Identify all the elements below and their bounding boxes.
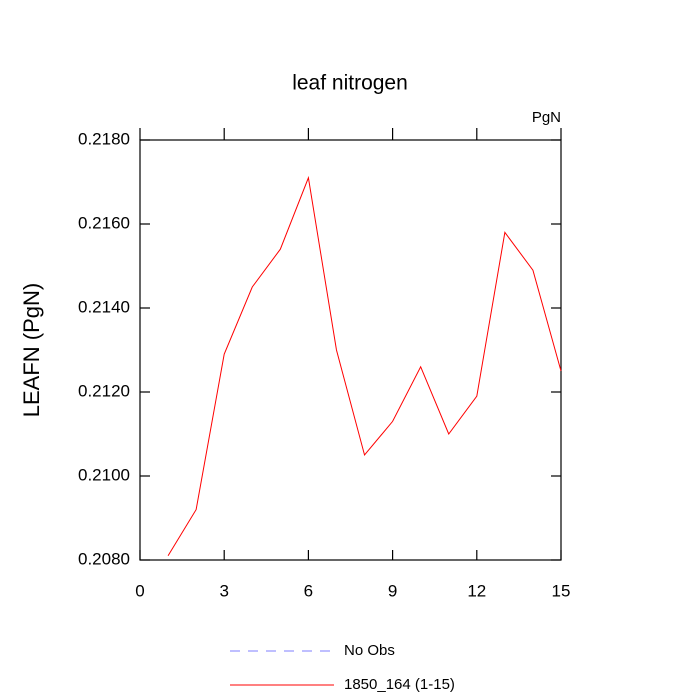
plot-frame — [139, 139, 562, 561]
y-axis-label: LEAFN (PgN) — [19, 283, 44, 417]
chart-title: leaf nitrogen — [292, 72, 408, 95]
series-line — [167, 175, 562, 557]
y-tick-label: 0.2180 — [78, 129, 130, 148]
y-tick-label: 0.2100 — [78, 465, 130, 484]
y-tick-label: 0.2160 — [78, 213, 130, 232]
x-tick-label: 0 — [135, 581, 144, 600]
x-tick-label: 12 — [467, 581, 486, 600]
y-tick-label: 0.2120 — [78, 381, 130, 400]
legend-label: No Obs — [344, 642, 395, 659]
legend-label: 1850_164 (1-15) — [344, 676, 455, 693]
y-tick-label: 0.2140 — [78, 297, 130, 316]
x-tick-label: 15 — [552, 581, 571, 600]
x-tick-label: 6 — [304, 581, 313, 600]
y-tick-label: 0.2080 — [78, 549, 130, 568]
x-tick-label: 9 — [388, 581, 397, 600]
x-tick-label: 3 — [219, 581, 228, 600]
subtitle: PgN — [532, 109, 561, 126]
